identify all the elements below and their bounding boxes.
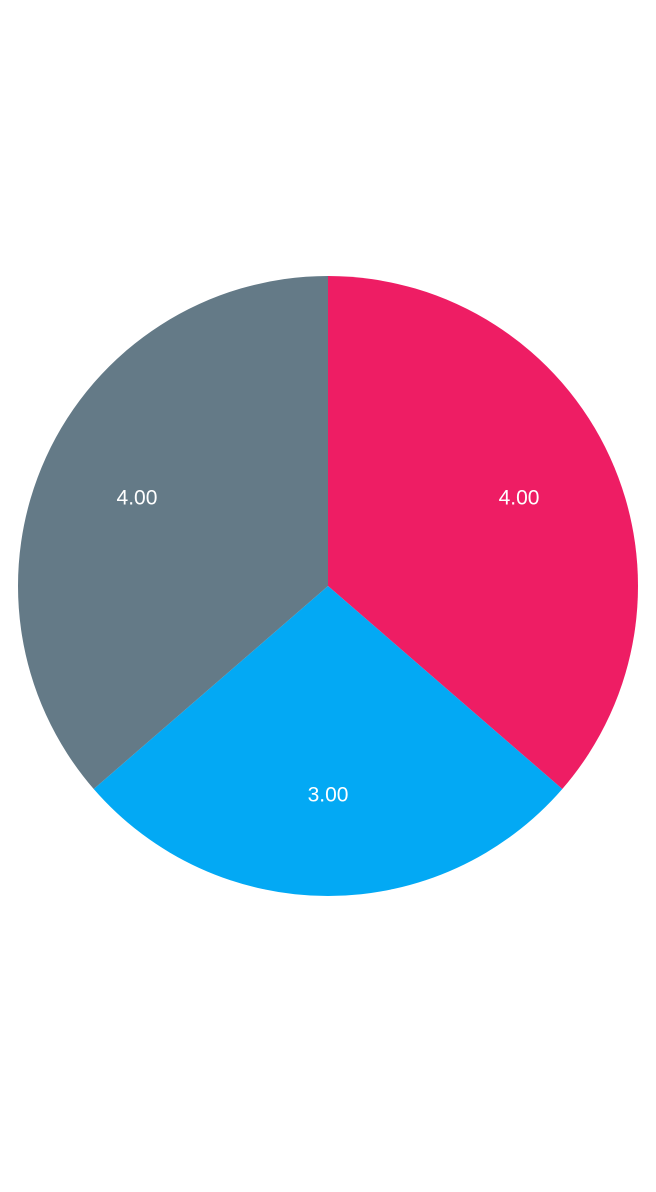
pie-slice-2 <box>93 586 563 897</box>
pie-slices-layer <box>17 276 639 897</box>
pie-slice-3 <box>17 276 329 790</box>
pie-slice-1 <box>328 276 639 790</box>
pie-slice-label-1: 4.00 <box>499 486 540 509</box>
pie-labels-layer: 4.00 3.00 4.00 <box>117 486 540 806</box>
pie-slice-label-3: 4.00 <box>117 486 158 509</box>
pie-slice-label-2: 3.00 <box>308 784 349 807</box>
